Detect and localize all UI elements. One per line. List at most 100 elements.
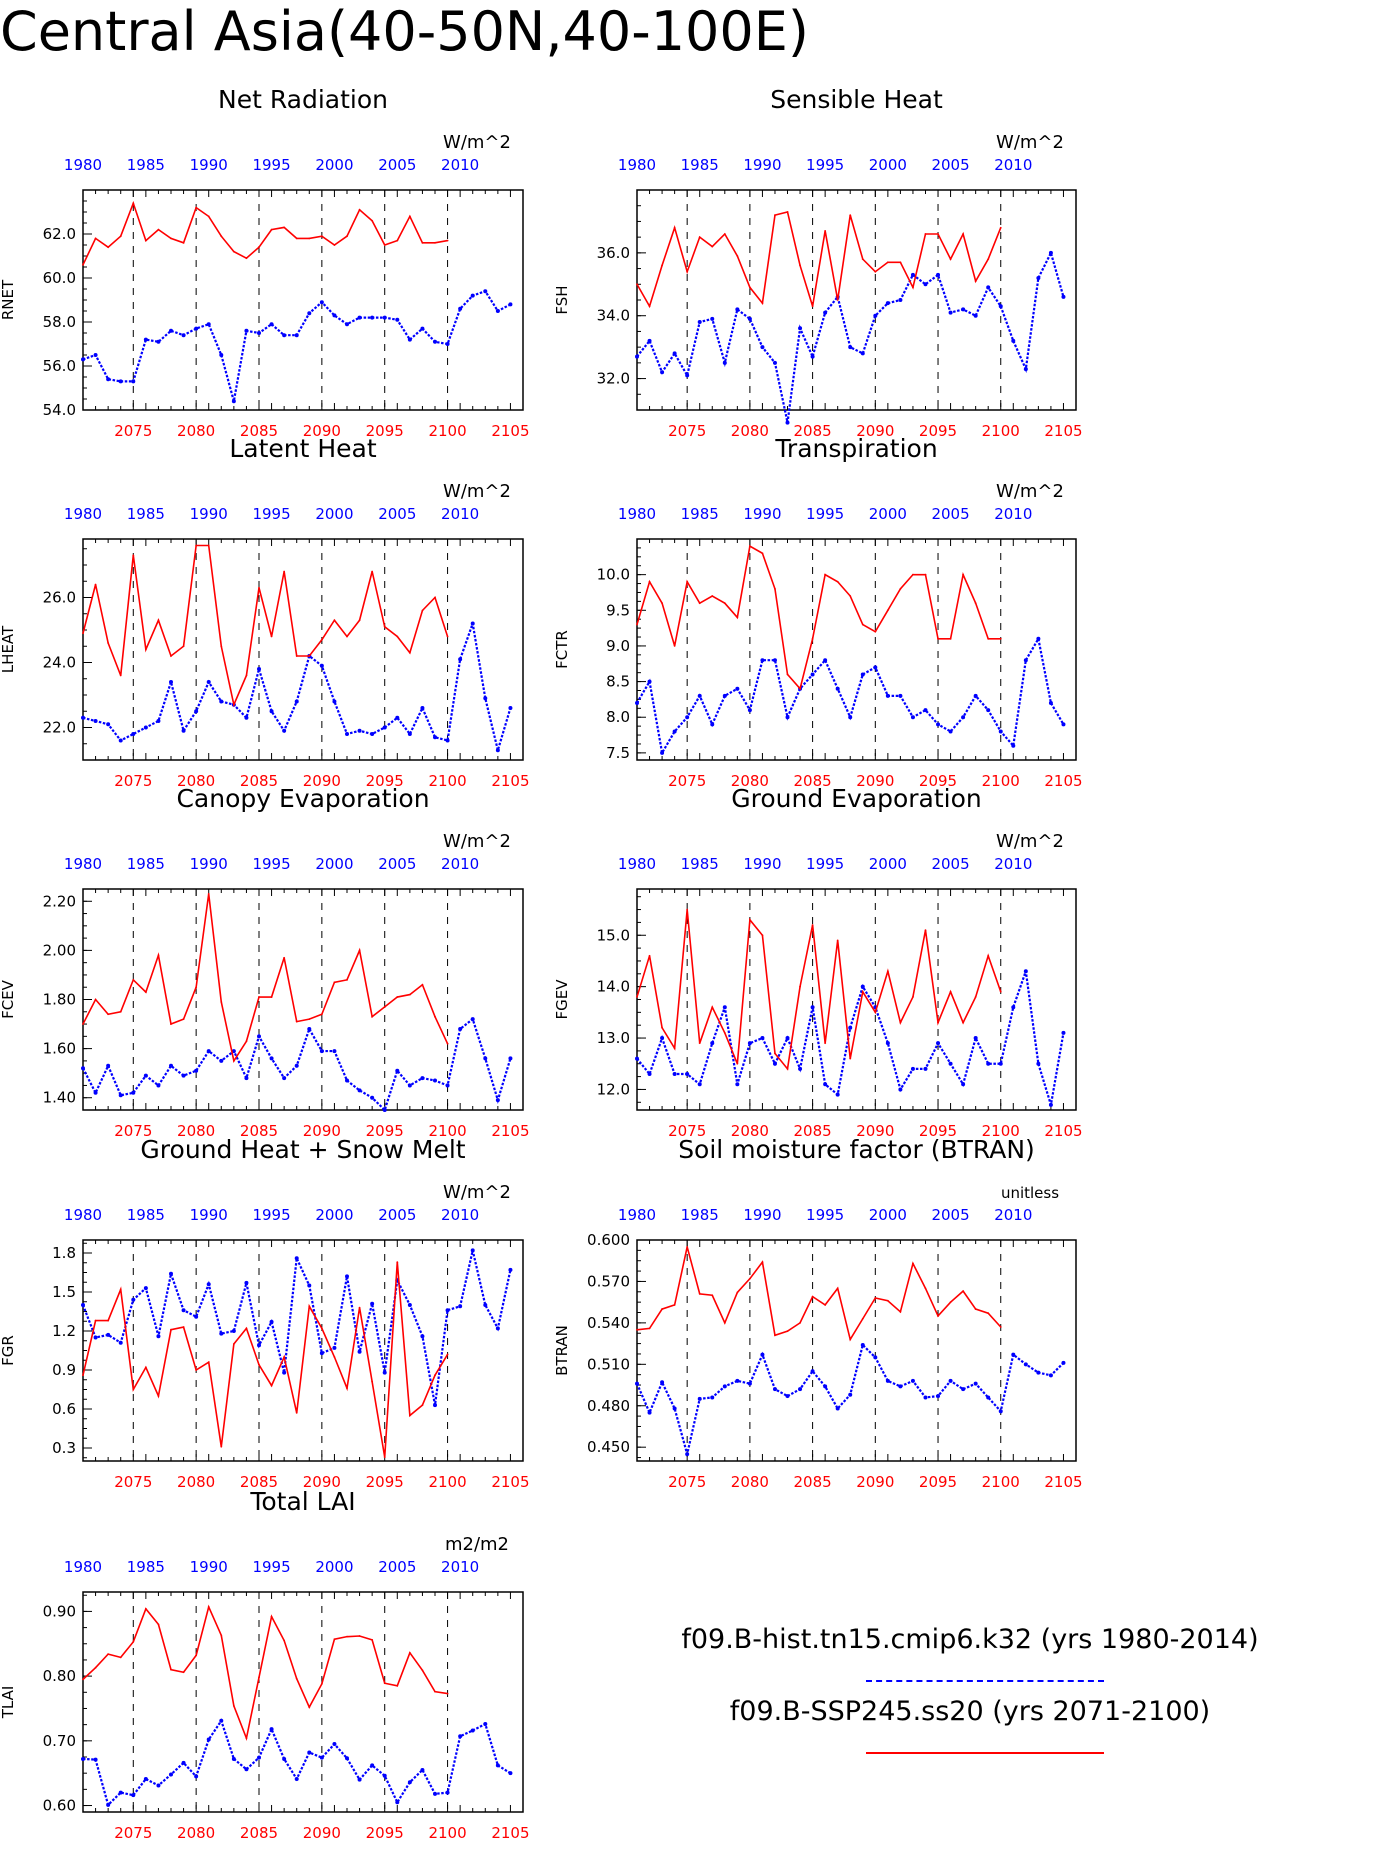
ssp-point <box>182 1018 185 1021</box>
ssp-point <box>283 226 286 229</box>
ssp-point <box>786 673 789 676</box>
hist-point <box>910 715 915 720</box>
series-line-ssp <box>82 200 448 266</box>
hist-point <box>131 1297 136 1302</box>
ssp-point <box>824 573 827 576</box>
hist-point <box>1048 1102 1053 1107</box>
y-tick-label: 9.0 <box>606 637 630 655</box>
hist-point <box>710 1395 715 1400</box>
top-year-label: 1980 <box>64 855 102 873</box>
bottom-year-label: 2090 <box>856 422 894 440</box>
y-tick-label: 0.480 <box>587 1397 630 1415</box>
top-year-label: 2010 <box>994 505 1032 523</box>
hist-point <box>181 728 186 733</box>
hist-point <box>156 1083 161 1088</box>
hist-point <box>93 1090 98 1095</box>
bottom-year-label: 2085 <box>794 422 832 440</box>
panel-title: Sensible Heat <box>770 85 943 114</box>
ssp-point <box>912 286 914 289</box>
hist-point <box>508 1267 513 1272</box>
hist-point <box>93 1335 98 1340</box>
bottom-year-label: 2085 <box>794 772 832 790</box>
ssp-point <box>949 637 952 640</box>
ssp-point <box>924 1287 927 1290</box>
hist-point <box>672 1406 677 1411</box>
hist-point <box>357 728 362 733</box>
bottom-year-label: 2080 <box>731 1473 769 1491</box>
ssp-point <box>258 996 260 998</box>
hist-point <box>244 1076 249 1081</box>
hist-point <box>169 1063 173 1068</box>
ssp-point <box>295 1412 298 1414</box>
hist-point <box>998 729 1003 734</box>
ssp-point <box>333 981 336 984</box>
bottom-year-label: 2090 <box>303 1824 341 1842</box>
hist-point <box>118 1790 123 1795</box>
hist-point <box>835 1406 840 1411</box>
ssp-point <box>786 1067 789 1070</box>
ssp-point <box>182 645 185 648</box>
hist-point <box>131 732 136 736</box>
hist-point <box>948 310 953 315</box>
hist-point <box>898 693 903 698</box>
y-tick-label: 0.600 <box>587 1231 630 1249</box>
ssp-point <box>144 1607 147 1610</box>
hist-point <box>181 333 186 338</box>
top-year-label: 1985 <box>681 1206 719 1224</box>
bottom-year-label: 2105 <box>491 1122 529 1140</box>
hist-point <box>495 1763 500 1768</box>
y-axis-label: LHEAT <box>0 625 17 673</box>
ssp-point <box>636 996 638 998</box>
hist-point <box>407 337 412 342</box>
ssp-point <box>371 570 374 573</box>
bottom-year-label: 2100 <box>982 772 1020 790</box>
ssp-point <box>119 1656 122 1659</box>
panel-title: Soil moisture factor (BTRAN) <box>678 1135 1035 1164</box>
ssp-point <box>937 233 939 235</box>
hist-point <box>1048 1373 1053 1378</box>
hist-point <box>483 1056 488 1061</box>
top-year-label: 2010 <box>441 855 479 873</box>
series-line-ssp <box>82 544 449 708</box>
ssp-point <box>283 1639 286 1642</box>
hist-point <box>407 1083 412 1088</box>
hist-point <box>660 370 665 375</box>
ssp-point <box>899 261 902 264</box>
top-year-label: 2000 <box>869 505 907 523</box>
units-label: W/m^2 <box>996 132 1064 153</box>
ssp-point <box>999 990 1002 993</box>
bottom-year-label: 2095 <box>366 422 404 440</box>
hist-point <box>294 1063 299 1068</box>
ssp-point <box>220 235 223 238</box>
top-year-label: 1990 <box>743 855 781 873</box>
hist-point <box>382 315 387 320</box>
hist-point <box>635 1056 639 1061</box>
ssp-point <box>333 1356 336 1358</box>
ssp-point <box>94 1666 97 1669</box>
ssp-point <box>962 233 965 235</box>
ssp-point <box>999 637 1002 640</box>
top-year-label: 1990 <box>190 1206 228 1224</box>
ssp-point <box>132 1640 135 1643</box>
bottom-year-label: 2100 <box>428 772 466 790</box>
ssp-point <box>636 283 638 286</box>
ssp-point <box>132 554 135 557</box>
ssp-point <box>132 978 135 981</box>
series-line-ssp <box>636 909 1002 1071</box>
ssp-point <box>736 1291 739 1294</box>
hist-point <box>860 351 865 356</box>
hist-point <box>169 328 173 333</box>
hist-point <box>835 1092 840 1097</box>
bottom-year-label: 2090 <box>303 422 341 440</box>
hist-point <box>106 1332 111 1337</box>
series-line-hist <box>636 249 1065 423</box>
top-year-label: 2005 <box>378 1206 416 1224</box>
hist-point <box>181 1073 186 1078</box>
hist-point <box>395 317 400 322</box>
y-tick-label: 0.9 <box>52 1361 76 1379</box>
hist-point <box>257 1755 261 1760</box>
ssp-point <box>736 1062 739 1065</box>
bottom-year-label: 2090 <box>856 1122 894 1140</box>
hist-point <box>143 725 148 730</box>
